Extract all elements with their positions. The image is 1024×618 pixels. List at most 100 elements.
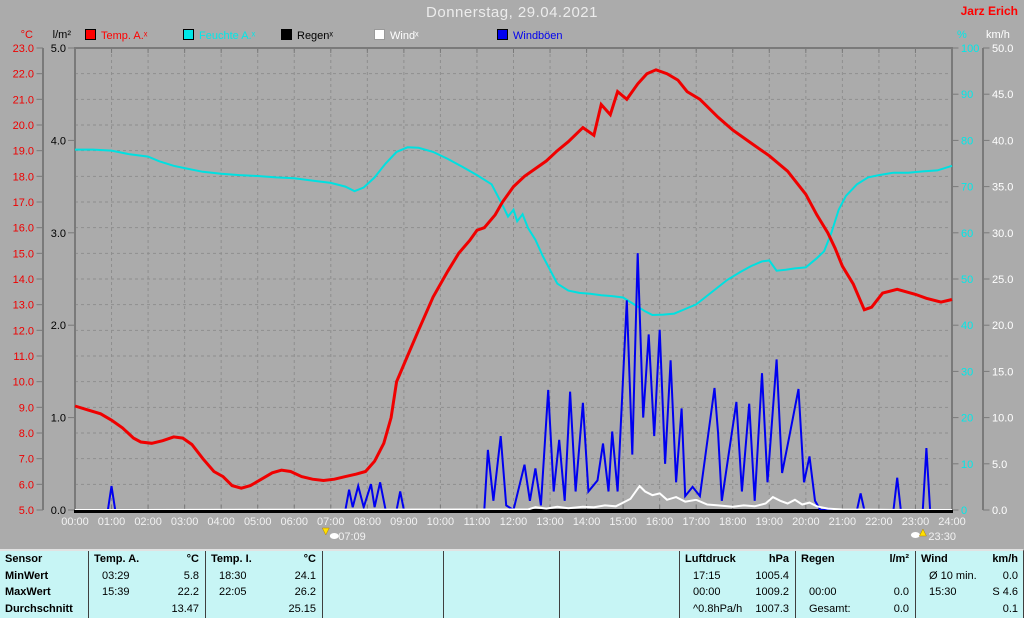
table-cell: 25.15: [206, 601, 322, 618]
x-tick-label: 05:00: [244, 516, 272, 528]
cell-time: Gesamt:: [809, 603, 851, 616]
table-column: [322, 551, 443, 618]
axis-unit-label: l/m²: [53, 29, 72, 41]
axis-tick-label: 5.0: [19, 505, 34, 517]
legend-item: Temp. A.ˣ: [85, 29, 147, 42]
cell-value: 0.0: [893, 586, 909, 599]
axis-tick-label: 5.0: [992, 459, 1007, 471]
legend-label: Windˣ: [390, 30, 419, 42]
cell-time: 00:00: [809, 586, 837, 599]
axis-tick-label: 100: [961, 43, 979, 55]
column-header: Temp. I. °C: [206, 551, 322, 568]
cell-time: Temp. A.: [94, 553, 140, 565]
x-tick-label: 21:00: [829, 516, 857, 528]
cell-value: 0.0: [893, 603, 909, 616]
table-cell: Gesamt: 0.0: [796, 601, 915, 618]
x-tick-label: 24:00: [938, 516, 966, 528]
cell-value: 0.1: [1002, 603, 1018, 616]
cell-time: 15:30: [929, 586, 957, 599]
table-cell: 03:29 5.8: [89, 568, 205, 585]
x-tick-label: 14:00: [573, 516, 601, 528]
table-cell: [444, 601, 559, 618]
table-cell: 00:00 0.0: [796, 584, 915, 601]
summary-table: Sensor MinWert MaxWert Durchschnitt Temp. A.…: [0, 549, 1024, 618]
series-tempa: [74, 68, 953, 490]
cell-time: Luftdruck: [685, 553, 736, 565]
axis-tick-label: 3.0: [51, 228, 66, 240]
legend-swatch-icon: [374, 29, 385, 40]
cell-value: 1009.2: [755, 586, 789, 599]
axis-tick-label: 18.0: [13, 171, 34, 183]
axis-tick-label: 12.0: [13, 325, 34, 337]
table-column: Regen l/m² 00:00 0.0 Gesamt: 0.0: [795, 551, 915, 618]
axis-tick-label: 0.0: [992, 505, 1007, 517]
column-header: [560, 551, 679, 568]
cell-time: 18:30: [219, 569, 247, 582]
table-cell: [560, 601, 679, 618]
legend-swatch-icon: [183, 29, 194, 40]
horizon-icon: [910, 532, 920, 538]
x-tick-label: 02:00: [134, 516, 162, 528]
x-tick-label: 08:00: [354, 516, 382, 528]
table-cell: [444, 568, 559, 585]
cell-time: Wind: [921, 553, 948, 565]
x-tick-label: 11:00: [464, 516, 491, 528]
table-cell: 18:30 24.1: [206, 568, 322, 585]
cell-time: ^0.8hPa/h: [693, 603, 743, 616]
x-tick-label: 09:00: [390, 516, 418, 528]
x-tick-label: 19:00: [756, 516, 784, 528]
chart-legend: Temp. A.ˣ Feuchte A.ˣ Regenˣ Windˣ Windböen: [0, 29, 1024, 43]
axis-tick-label: 15.0: [13, 248, 34, 260]
axis-tick-label: 20: [961, 413, 973, 425]
x-tick-label: 07:00: [317, 516, 345, 528]
axis-tick-label: 7.0: [19, 454, 34, 466]
axis-tick-label: 30.0: [992, 228, 1013, 240]
cell-value: km/h: [992, 553, 1018, 565]
axis-tick-label: 70: [961, 182, 973, 194]
x-tick-label: 17:00: [682, 516, 710, 528]
column-header: Regen l/m²: [796, 551, 915, 568]
column-header: Temp. A. °C: [89, 551, 205, 568]
column-header: [444, 551, 559, 568]
x-tick-label: 23:00: [902, 516, 930, 528]
axis-tick-label: 23.0: [13, 43, 34, 55]
axis-tick-label: 35.0: [992, 182, 1013, 194]
table-column: Temp. A. °C 03:29 5.8 15:39 22.2 13.47: [88, 551, 205, 618]
axis-wind: 0.0 5.0 10.0 15.0 20.0 25.0 30.0 35.0 40.0 45.0 50…: [982, 29, 1013, 517]
cell-time: Ø 10 min.: [929, 569, 977, 582]
axis-tick-label: 8.0: [19, 428, 34, 440]
table-cell: [323, 584, 443, 601]
axis-tick-label: 30: [961, 366, 973, 378]
cell-time: Temp. I.: [211, 553, 252, 565]
horizon-icon: [329, 533, 339, 539]
axis-tick-label: 40: [961, 320, 973, 332]
x-axis-labels: 00:00 01:00 02:00 03:00 04:00 05:00 06:00 07:00…: [61, 516, 966, 528]
table-column: Sensor MinWert MaxWert Durchschnitt: [0, 551, 88, 618]
sun-rise-arrow-icon: [919, 528, 927, 537]
axis-tick-label: 10: [961, 459, 973, 471]
grid: [75, 48, 952, 510]
sun-marker-time: 23:30: [928, 531, 956, 543]
axis-tick-label: 20.0: [13, 120, 34, 132]
axis-tick-label: 11.0: [13, 351, 34, 363]
table-column: [559, 551, 679, 618]
cell-value: 24.1: [294, 569, 316, 582]
legend-label: Regenˣ: [297, 30, 334, 42]
table-column: Luftdruck hPa 17:15 1005.4 00:00 1009.2 ^0.8hP…: [679, 551, 795, 618]
table-cell: [323, 601, 443, 618]
x-tick-label: 16:00: [646, 516, 674, 528]
sun-markers: 07:09 23:30: [321, 527, 956, 543]
table-cell: 22:05 26.2: [206, 584, 322, 601]
cell-value: °C: [303, 553, 316, 565]
axis-tick-label: 22.0: [13, 69, 34, 81]
column-header: [323, 551, 443, 568]
series-wind: [74, 484, 953, 511]
table-cell: 0.1: [916, 601, 1024, 618]
x-tick-label: 20:00: [792, 516, 820, 528]
cell-value: 25.15: [288, 603, 316, 616]
axis-tick-label: 17.0: [13, 197, 34, 209]
cell-value: 13.47: [171, 603, 199, 616]
x-tick-label: 03:00: [171, 516, 199, 528]
legend-item: Windböen: [497, 29, 563, 42]
